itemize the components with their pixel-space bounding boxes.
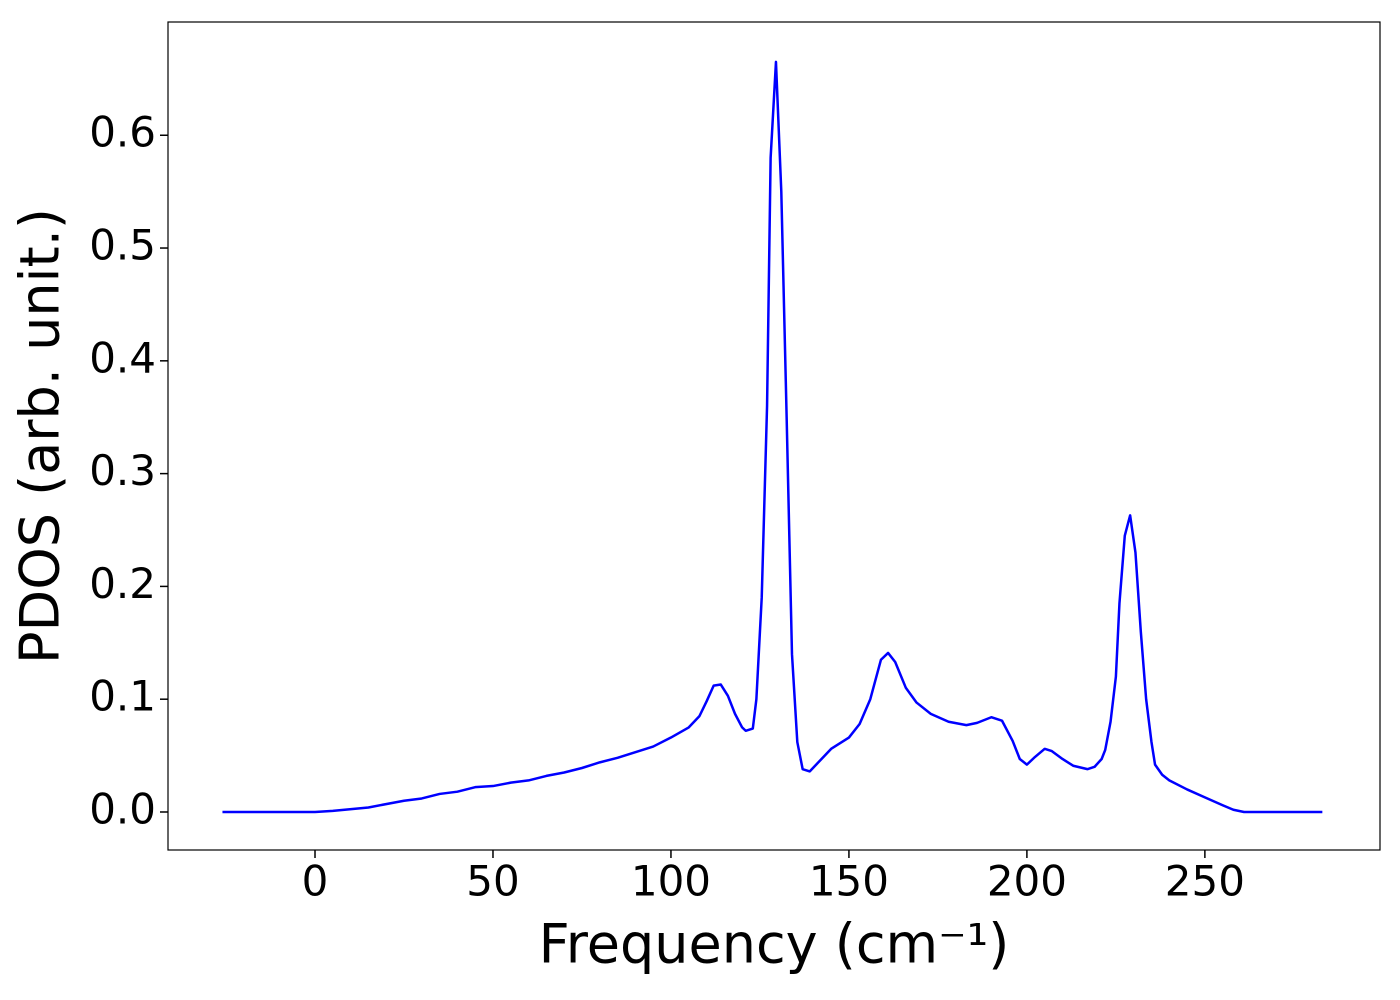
- x-axis-label: Frequency (cm⁻¹): [539, 913, 1010, 976]
- x-tick-label: 0: [302, 857, 329, 906]
- x-tick-label: 200: [987, 857, 1067, 906]
- plot-frame: [167, 21, 1381, 851]
- y-tick-label: 0.3: [89, 446, 156, 495]
- y-tick-label: 0.5: [89, 221, 156, 270]
- line-series: [222, 60, 1323, 814]
- x-tick-label: 50: [466, 857, 519, 906]
- x-tick-label: 100: [631, 857, 711, 906]
- y-tick-label: 0.6: [89, 108, 156, 157]
- x-tick-label: 250: [1165, 857, 1245, 906]
- x-tick-label: 150: [809, 857, 889, 906]
- y-tick-label: 0.2: [89, 559, 156, 608]
- y-axis-label: PDOS (arb. unit.): [9, 208, 72, 664]
- y-tick-label: 0.1: [89, 672, 156, 721]
- y-tick-label: 0.4: [89, 333, 156, 382]
- y-tick-label: 0.0: [89, 784, 156, 833]
